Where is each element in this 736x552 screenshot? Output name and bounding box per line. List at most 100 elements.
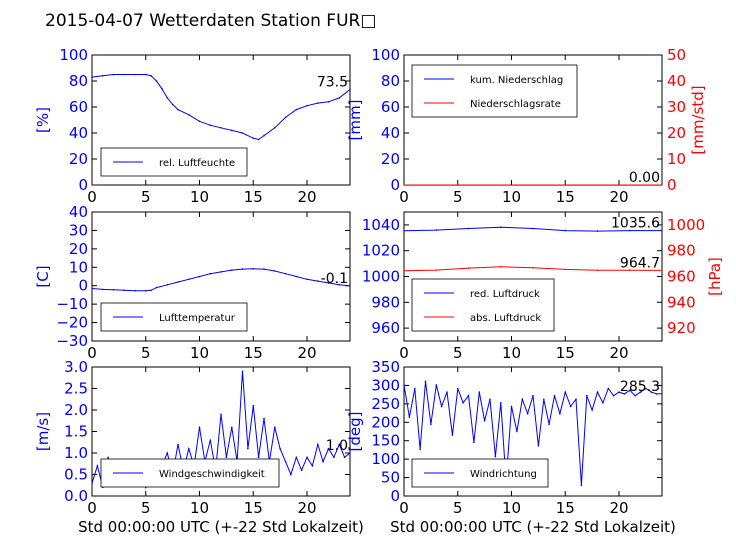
legend-label: Niederschlagsrate — [470, 99, 561, 110]
data-point — [526, 412, 529, 415]
y2-tick-label: 20 — [667, 124, 686, 142]
x-tick-label: 15 — [556, 499, 575, 517]
data-point — [629, 269, 631, 272]
y-tick-label: 200 — [371, 413, 400, 431]
data-point — [564, 229, 567, 232]
data-point — [414, 387, 416, 390]
y-tick-label: 300 — [371, 376, 400, 394]
data-point — [317, 280, 319, 282]
x-tick-label: 0 — [399, 344, 409, 362]
data-point — [532, 227, 534, 230]
y-tick-label: 2.5 — [64, 380, 88, 398]
x-tick-label: 10 — [502, 188, 521, 206]
x-tick-label: 20 — [609, 344, 628, 362]
y-tick-label: 0 — [78, 277, 88, 295]
y-axis-label: [deg] — [346, 412, 364, 452]
data-point — [290, 473, 292, 476]
data-point — [521, 398, 524, 401]
y-tick-label: 2.0 — [64, 401, 88, 419]
data-point — [473, 441, 475, 444]
data-point — [155, 80, 158, 82]
data-point — [220, 271, 222, 273]
x-tick-label: 20 — [297, 188, 316, 206]
y-tick-label: 50 — [381, 469, 400, 487]
data-point — [661, 229, 662, 232]
data-point — [112, 289, 115, 291]
data-point — [451, 434, 454, 436]
data-point — [252, 137, 255, 139]
x-tick-label: 15 — [244, 188, 263, 206]
data-point — [284, 272, 287, 275]
data-point — [430, 423, 432, 426]
y-tick-label: 1020 — [362, 242, 400, 260]
panel-3: 960 980 1000 1020 1040 920 940 960 980 1000 0 5 10 15… — [362, 211, 724, 362]
data-point — [166, 97, 169, 99]
data-point — [96, 465, 99, 467]
data-point — [188, 114, 190, 116]
data-point — [596, 269, 599, 272]
data-point — [424, 380, 427, 383]
data-point — [241, 132, 244, 134]
data-point — [655, 393, 658, 395]
data-point — [435, 269, 438, 271]
y-tick-label: 100 — [59, 46, 88, 64]
x-tick-label: 0 — [87, 499, 97, 517]
last-value-label: 964.7 — [620, 255, 660, 271]
data-point — [564, 391, 567, 393]
y2-tick-label: 40 — [667, 72, 686, 90]
y-tick-label: 60 — [69, 98, 88, 116]
data-point — [263, 134, 265, 137]
data-point — [252, 404, 255, 407]
data-point — [317, 443, 319, 446]
data-point — [295, 275, 298, 278]
data-point — [263, 417, 265, 420]
x-tick-label: 5 — [453, 344, 463, 362]
x-tick-label: 0 — [87, 188, 97, 206]
legend-label: Windgeschwindigkeit — [159, 469, 265, 480]
data-point — [623, 393, 626, 395]
x-tick-label: 0 — [399, 188, 409, 206]
last-value-label: 285.3 — [620, 379, 660, 395]
y-tick-label: 1040 — [362, 216, 400, 234]
data-point — [198, 275, 201, 278]
data-point — [404, 184, 405, 185]
data-point — [404, 229, 405, 232]
data-point — [532, 394, 534, 397]
data-point — [629, 389, 631, 392]
y-axis-label: [C] — [34, 265, 52, 287]
data-point — [188, 447, 190, 450]
data-point — [247, 447, 249, 450]
x-tick-label: 15 — [556, 344, 575, 362]
data-point — [537, 445, 540, 447]
data-point — [134, 73, 136, 76]
data-point — [92, 482, 93, 484]
x-tick-label: 10 — [190, 188, 209, 206]
series-line-0 — [92, 74, 350, 141]
x-tick-label: 10 — [190, 344, 209, 362]
data-point — [440, 405, 443, 408]
data-point — [161, 88, 163, 90]
y2-tick-label: 30 — [667, 98, 686, 116]
y-axis-label: [m/s] — [34, 412, 52, 451]
x-tick-label: 0 — [87, 344, 97, 362]
data-point — [419, 448, 421, 451]
data-point — [198, 426, 201, 429]
data-point — [177, 443, 179, 446]
x-tick-label: 15 — [556, 188, 575, 206]
data-point — [198, 120, 201, 123]
data-point — [107, 456, 109, 459]
y2-axis-label: [mm/std] — [689, 85, 707, 154]
x-tick-label: 10 — [502, 344, 521, 362]
data-point — [92, 76, 93, 78]
data-point — [338, 443, 341, 446]
data-point — [306, 278, 308, 281]
y-tick-label: 980 — [371, 293, 400, 311]
data-point — [569, 405, 572, 408]
x-tick-label: 10 — [190, 499, 209, 517]
figure-title: 2015-04-07 Wetterdaten Station FUR□ — [45, 11, 376, 31]
data-point — [510, 405, 513, 408]
data-point — [349, 88, 350, 91]
plot-frame — [91, 211, 351, 342]
plot-frame — [91, 54, 351, 186]
